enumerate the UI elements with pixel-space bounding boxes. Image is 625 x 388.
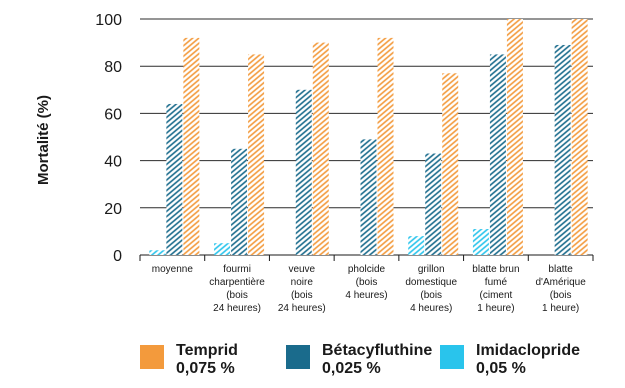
x-category-label-6: blatte d'Amérique (bois 1 heure) <box>536 264 587 314</box>
bar-bétacyfluthine-3 <box>360 139 377 255</box>
x-category-label-0: moyenne <box>152 264 194 275</box>
legend-label: Imidaclopride 0,05 % <box>476 342 581 377</box>
bar-bétacyfluthine-1 <box>231 148 248 255</box>
y-axis-tick-labels: 0 20 40 60 80 100 <box>95 12 122 265</box>
x-axis <box>139 255 594 261</box>
x-axis-category-labels: moyenne fourmi charpentière (bois 24 heures)… <box>152 264 586 314</box>
y-tick-label-20: 20 <box>104 201 122 218</box>
bar-temprid-1 <box>248 54 265 256</box>
bar-bétacyfluthine-0 <box>166 103 183 256</box>
legend-label: Bétacyfluthine 0,025 % <box>322 342 433 377</box>
y-tick-label-60: 60 <box>104 106 122 123</box>
legend-label: Temprid 0,075 % <box>176 342 238 377</box>
y-tick-label-100: 100 <box>95 12 122 29</box>
bar-bétacyfluthine-4 <box>425 153 442 255</box>
legend-swatch <box>286 345 310 369</box>
x-category-label-5: blatte brun fumé (ciment 1 heure) <box>472 264 519 314</box>
y-tick-label-0: 0 <box>113 248 122 265</box>
bar-imidaclopride-0 <box>149 250 166 255</box>
x-category-label-3: pholcide (bois 4 heures) <box>345 264 387 301</box>
y-axis-title: Mortalité (%) <box>35 95 52 185</box>
y-tick-label-80: 80 <box>104 59 122 76</box>
bar-temprid-6 <box>571 19 588 255</box>
bar-imidaclopride-1 <box>214 243 231 255</box>
y-tick-label-40: 40 <box>104 154 122 171</box>
bar-imidaclopride-4 <box>408 236 425 255</box>
bar-temprid-2 <box>312 42 329 255</box>
x-category-label-2: veuve noire (bois 24 heures) <box>278 264 326 314</box>
bar-imidaclopride-5 <box>472 229 489 255</box>
bar-bétacyfluthine-5 <box>489 54 506 256</box>
bar-temprid-3 <box>377 37 394 255</box>
bars <box>149 19 588 256</box>
legend: Temprid 0,075 % Bétacyfluthine 0,025 % Imida… <box>0 342 625 388</box>
bar-temprid-5 <box>506 19 523 255</box>
bar-temprid-0 <box>183 37 200 255</box>
legend-swatch <box>440 345 464 369</box>
bar-bétacyfluthine-2 <box>295 89 312 255</box>
x-category-label-4: grillon domestique (bois 4 heures) <box>405 264 457 314</box>
x-category-label-1: fourmi charpentière (bois 24 heures) <box>209 264 265 314</box>
bar-bétacyfluthine-6 <box>554 44 571 256</box>
bar-temprid-4 <box>442 73 459 255</box>
legend-swatch <box>140 345 164 369</box>
